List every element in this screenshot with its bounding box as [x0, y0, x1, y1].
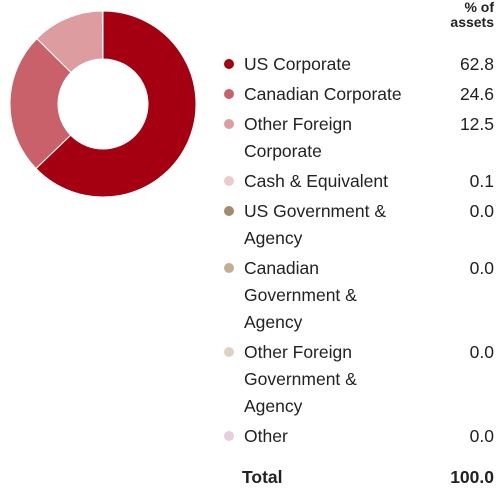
donut-chart	[9, 10, 197, 198]
legend-row: Canadian Corporate 24.6	[220, 81, 494, 108]
donut-segment	[35, 10, 197, 198]
value-label: 0.1	[469, 171, 494, 191]
legend-swatch	[224, 59, 234, 69]
legend-row: US Government & Agency 0.0	[220, 198, 494, 252]
legend-swatch	[224, 119, 234, 129]
legend-label: Other Foreign Corporate	[244, 114, 352, 161]
legend-label: Cash & Equivalent	[244, 171, 388, 191]
legend-label: Canadian Corporate	[244, 84, 402, 104]
value-header: % of assets	[450, 0, 494, 30]
legend-row: US Corporate 62.8	[220, 51, 494, 78]
total-value: 100.0	[450, 467, 494, 487]
value-label: 24.6	[459, 84, 494, 104]
legend-label: Canadian Government & Agency	[244, 258, 357, 332]
legend-swatch	[224, 431, 234, 441]
legend-label: Other Foreign Government & Agency	[244, 342, 357, 416]
legend-swatch	[224, 176, 234, 186]
legend-row: Cash & Equivalent 0.1	[220, 168, 494, 195]
value-label: 12.5	[459, 114, 494, 134]
legend: US Corporate 62.8 Canadian Corporate 24.6 Ot…	[220, 51, 494, 453]
legend-swatch	[224, 89, 234, 99]
legend-swatch	[224, 206, 234, 216]
value-label: 0.0	[469, 342, 494, 362]
legend-label: Other	[244, 426, 288, 446]
value-label: 0.0	[469, 426, 494, 446]
donut-segment	[101, 10, 104, 60]
legend-label: US Corporate	[244, 54, 351, 74]
legend-label: US Government & Agency	[244, 201, 386, 248]
legend-swatch	[224, 347, 234, 357]
legend-row: Other Foreign Corporate 12.5	[220, 111, 494, 165]
legend-row: Other 0.0	[220, 423, 494, 450]
legend-row: Canadian Government & Agency 0.0	[220, 255, 494, 336]
value-label: 0.0	[469, 258, 494, 278]
donut-segment	[9, 37, 72, 170]
total-row: Total 100.0	[242, 464, 494, 491]
value-label: 62.8	[459, 54, 494, 74]
total-label: Total	[242, 467, 283, 487]
legend-row: Other Foreign Government & Agency 0.0	[220, 339, 494, 420]
value-label: 0.0	[469, 201, 494, 221]
legend-swatch	[224, 263, 234, 273]
